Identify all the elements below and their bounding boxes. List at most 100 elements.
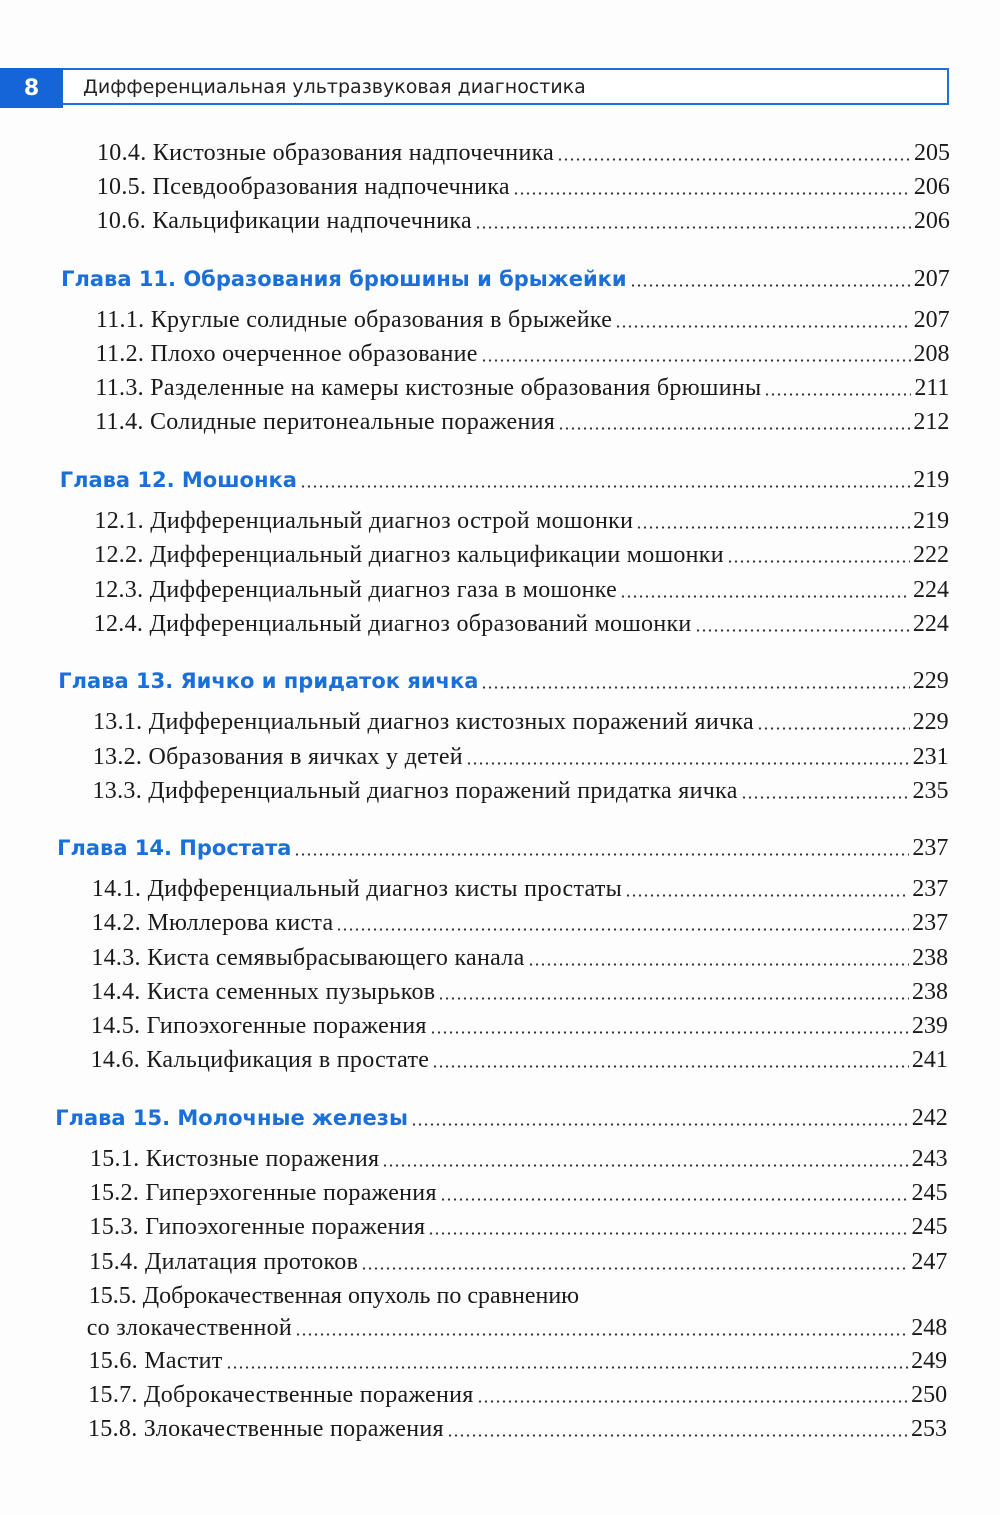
entry-title: 14.2. Мюллерова киста [91, 910, 334, 936]
toc-section-entry[interactable]: 15.4. Дилатация протоков 247 [89, 1249, 947, 1276]
toc-section-entry[interactable]: 11.2. Плохо очерченное образование 208 [96, 341, 950, 368]
entry-title: 13.3. Дифференциальный диагноз поражений… [92, 778, 738, 804]
entry-page-number: 219 [913, 508, 950, 534]
entry-page-number: 238 [912, 979, 949, 1005]
entry-page-number: 253 [911, 1416, 947, 1442]
toc-section-entry[interactable]: 13.1. Дифференциальный диагноз кистозных… [93, 709, 949, 736]
running-header: 8 Дифференциальная ультразвуковая диагно… [0, 68, 952, 108]
dot-leader [694, 629, 910, 632]
dot-leader [225, 1366, 909, 1369]
dot-leader [299, 485, 911, 488]
toc-section-entry[interactable]: 15.8. Злокачественные поражения 253 [88, 1416, 947, 1443]
toc-section-entry[interactable]: 11.4. Солидные перитонеальные поражения 2… [95, 409, 949, 436]
dot-leader [336, 928, 910, 931]
toc-section-entry[interactable]: 15.1. Кистозные поражения 243 [90, 1146, 948, 1173]
entry-title: Глава 11. Образования брюшины и брыжейки [61, 267, 627, 291]
entry-page-number: 250 [911, 1382, 948, 1408]
toc-section-entry[interactable]: 13.3. Дифференциальный диагноз поражений… [93, 778, 949, 805]
entry-page-number: 211 [914, 375, 950, 401]
entry-title: 14.1. Дифференциальный диагноз кисты про… [91, 876, 623, 902]
dot-leader [512, 192, 911, 195]
dot-leader [557, 158, 911, 161]
entry-page-number: 206 [913, 208, 950, 234]
dot-leader [410, 1123, 909, 1126]
dot-leader [740, 796, 910, 799]
toc-chapter-entry[interactable]: Глава 11. Образования брюшины и брыжейки… [61, 266, 950, 293]
toc-section-entry[interactable]: 14.1. Дифференциальный диагноз кисты про… [92, 876, 948, 903]
dot-leader [438, 997, 910, 1000]
toc-section-entry[interactable]: 10.4. Кистозные образования надпочечника… [97, 140, 950, 167]
toc-section-entry[interactable]: 13.2. Образования в яичках у детей 231 [93, 744, 949, 771]
entry-title: 14.5. Гипоэхогенные поражения [90, 1013, 427, 1039]
toc-section-entry[interactable]: 15.7. Доброкачественные поражения 250 [88, 1382, 947, 1409]
entry-title: 13.1. Дифференциальный диагноз кистозных… [92, 709, 754, 735]
toc-section-entry[interactable]: 15.6. Мастит 249 [88, 1348, 947, 1375]
toc-section-entry[interactable]: 12.1. Дифференциальный диагноз острой мо… [94, 508, 949, 535]
dot-leader [636, 526, 911, 529]
toc-chapter-entry[interactable]: Глава 15. Молочные железы 242 [55, 1105, 948, 1132]
entry-title: 15.7. Доброкачественные поражения [88, 1382, 474, 1408]
toc-section-entry[interactable]: 11.1. Круглые солидные образования в бры… [96, 307, 950, 334]
entry-title: Глава 15. Молочные железы [55, 1106, 408, 1130]
toc-section-entry[interactable]: 10.6. Кальцификации надпочечника 206 [97, 208, 950, 235]
entry-title: 15.1. Кистозные поражения [89, 1146, 380, 1172]
entry-title: 14.3. Киста семявыбрасывающего канала [91, 945, 525, 971]
entry-title: 11.1. Круглые солидные образования в бры… [95, 307, 613, 333]
toc-chapter-entry[interactable]: Глава 14. Простата 237 [57, 835, 948, 862]
entry-page-number: 212 [913, 409, 950, 435]
entry-page-number: 207 [913, 307, 950, 333]
dot-leader [446, 1434, 908, 1437]
entry-page-number: 219 [913, 467, 950, 493]
entry-title: 15.6. Мастит [88, 1348, 223, 1374]
dot-leader [629, 284, 911, 287]
dot-leader [474, 226, 911, 229]
toc-section-entry[interactable]: 14.4. Киста семенных пузырьков 238 [91, 979, 948, 1006]
toc-section-entry[interactable]: 14.6. Кальцификация в простате 241 [91, 1047, 948, 1074]
dot-leader [465, 762, 910, 765]
toc-section-entry[interactable]: со злокачественной 248 [87, 1315, 948, 1342]
toc-section-entry[interactable]: 15.3. Гипоэхогенные поражения 245 [89, 1214, 947, 1241]
dot-leader [726, 560, 911, 563]
toc-section-entry[interactable]: 11.3. Разделенные на камеры кистозные об… [95, 375, 949, 402]
entry-page-number: 206 [913, 174, 950, 200]
entry-page-number: 243 [911, 1146, 948, 1172]
entry-title: 11.4. Солидные перитонеальные поражения [95, 409, 556, 435]
toc-section-entry[interactable]: 12.3. Дифференциальный диагноз газа в мо… [94, 577, 949, 604]
entry-title: 13.2. Образования в яичках у детей [92, 744, 463, 770]
entry-page-number: 237 [912, 876, 949, 902]
entry-title: со злокачественной [86, 1315, 293, 1341]
toc-section-entry[interactable]: 10.5. Псевдообразования надпочечника 206 [97, 174, 950, 201]
entry-title: 15.3. Гипоэхогенные поражения [89, 1214, 426, 1240]
entry-title: 12.1. Дифференциальный диагноз острой мо… [94, 508, 634, 534]
toc-section-entry[interactable]: 14.2. Мюллерова киста 237 [92, 910, 949, 937]
dot-leader [429, 1031, 909, 1034]
entry-page-number: 229 [912, 668, 949, 694]
entry-page-number: 237 [912, 835, 949, 861]
toc-chapter-entry[interactable]: Глава 12. Мошонка 219 [60, 467, 950, 494]
entry-title: 11.3. Разделенные на камеры кистозные об… [95, 375, 762, 401]
toc-section-entry[interactable]: 14.3. Киста семявыбрасывающего канала 238 [91, 945, 948, 972]
entry-title: 12.4. Дифференциальный диагноз образован… [93, 611, 692, 637]
dot-leader [756, 727, 910, 730]
entry-page-number: 208 [913, 341, 950, 367]
entry-title: 15.2. Гиперэхогенные поражения [89, 1180, 437, 1206]
toc-chapter-entry[interactable]: Глава 13. Яичко и придаток яичка 229 [58, 668, 948, 695]
entry-title: Глава 14. Простата [57, 836, 292, 860]
entry-page-number: 237 [912, 910, 949, 936]
entry-page-number: 241 [911, 1047, 948, 1073]
toc-section-entry[interactable]: 12.4. Дифференциальный диагноз образован… [94, 611, 949, 638]
entry-page-number: 239 [911, 1013, 948, 1039]
entry-title: 12.2. Дифференциальный диагноз кальцифик… [94, 542, 724, 568]
entry-page-number: 224 [912, 611, 949, 637]
toc-section-entry[interactable]: 14.5. Гипоэхогенные поражения 239 [91, 1013, 948, 1040]
dot-leader [361, 1267, 909, 1270]
entry-title: Глава 12. Мошонка [59, 468, 297, 492]
toc-section-entry[interactable]: 15.2. Гиперэхогенные поражения 245 [90, 1180, 948, 1207]
dot-leader [558, 427, 911, 430]
toc-section-entry[interactable]: 12.2. Дифференциальный диагноз кальцифик… [94, 542, 949, 569]
dot-leader [620, 595, 910, 598]
entry-page-number: 242 [911, 1105, 948, 1131]
dot-leader [476, 1400, 909, 1403]
entry-title: 15.4. Дилатация протоков [89, 1249, 359, 1275]
dot-leader [481, 686, 910, 689]
